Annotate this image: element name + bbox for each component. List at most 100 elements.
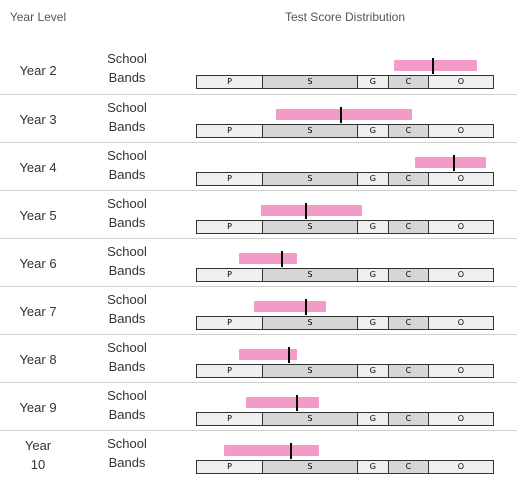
score-range-bar[interactable] [238,253,297,264]
series-label: School Bands [102,194,152,232]
band-g: G [356,125,388,137]
band-p: P [197,317,263,329]
chart-row: Year 4 School Bands P S G C O [0,142,517,191]
series-label-line2: Bands [108,167,146,182]
median-marker [288,347,291,363]
band-o: O [427,269,493,281]
median-marker [295,395,298,411]
band-g: G [356,76,388,88]
chart-header: Year Level Test Score Distribution [0,0,517,36]
series-label-line2: Bands [108,407,146,422]
year-label-text: Year 9 [19,399,57,415]
band-c: C [387,221,428,233]
band-o: O [427,413,493,425]
series-label-line1: School [107,388,147,403]
chart-row: Year 8 School Bands P S G C O [0,334,517,383]
median-marker [340,107,343,123]
band-o: O [427,173,493,185]
series-label-line1: School [107,244,147,259]
chart-row: Year 5 School Bands P S G C O [0,190,517,239]
series-label-line2: Bands [108,70,146,85]
band-s: S [262,221,357,233]
series-label: School Bands [102,434,152,472]
score-range-bar[interactable] [224,445,319,456]
distribution-header: Test Score Distribution [284,10,406,24]
median-marker [304,203,307,219]
year-label-text: Year 7 [19,303,57,319]
year-label-text: Year 10 [24,438,52,472]
score-range-bar[interactable] [246,397,319,408]
median-marker [280,251,283,267]
band-p: P [197,76,263,88]
band-o: O [427,365,493,377]
year-label: Year 7 [0,287,76,335]
series-label-line1: School [107,292,147,307]
series-label-line1: School [107,148,147,163]
series-label: School Bands [102,290,152,328]
score-range-bar[interactable] [253,301,327,312]
band-s: S [262,173,357,185]
chart-row: Year 6 School Bands P S G C O [0,238,517,287]
median-marker [304,299,307,315]
year-label: Year 2 [0,46,76,94]
median-marker [431,58,434,74]
score-range-bar[interactable] [394,60,478,71]
band-p: P [197,413,263,425]
band-g: G [356,317,388,329]
score-range-bar[interactable] [415,157,487,168]
year-label-text: Year 5 [19,207,57,223]
band-o: O [427,125,493,137]
year-label-text: Year 8 [19,351,57,367]
band-c: C [387,461,428,473]
band-p: P [197,269,263,281]
band-p: P [197,221,263,233]
band-g: G [356,461,388,473]
year-label: Year 9 [0,383,76,431]
score-range-bar[interactable] [275,109,413,120]
score-range-bar[interactable] [261,205,362,216]
series-label-line1: School [107,100,147,115]
band-c: C [387,413,428,425]
band-g: G [356,173,388,185]
series-label-line1: School [107,340,147,355]
band-o: O [427,76,493,88]
band-s: S [262,125,357,137]
series-label-line1: School [107,196,147,211]
year-label-text: Year 3 [19,111,57,127]
series-label-line2: Bands [108,359,146,374]
band-o: O [427,461,493,473]
band-s: S [262,76,357,88]
series-label: School Bands [102,98,152,136]
series-label-line2: Bands [108,119,146,134]
year-label: Year 6 [0,239,76,287]
band-g: G [356,365,388,377]
band-p: P [197,461,263,473]
year-label: Year 4 [0,143,76,191]
score-range-bar[interactable] [238,349,297,360]
band-c: C [387,125,428,137]
series-label-line1: School [107,51,147,66]
band-p: P [197,125,263,137]
band-g: G [356,269,388,281]
year-level-header: Year Level [9,10,67,24]
series-label: School Bands [102,49,152,87]
band-s: S [262,365,357,377]
band-c: C [387,76,428,88]
series-label-line1: School [107,436,147,451]
chart-row: Year 10 School Bands P S G C O [0,430,517,479]
band-g: G [356,221,388,233]
